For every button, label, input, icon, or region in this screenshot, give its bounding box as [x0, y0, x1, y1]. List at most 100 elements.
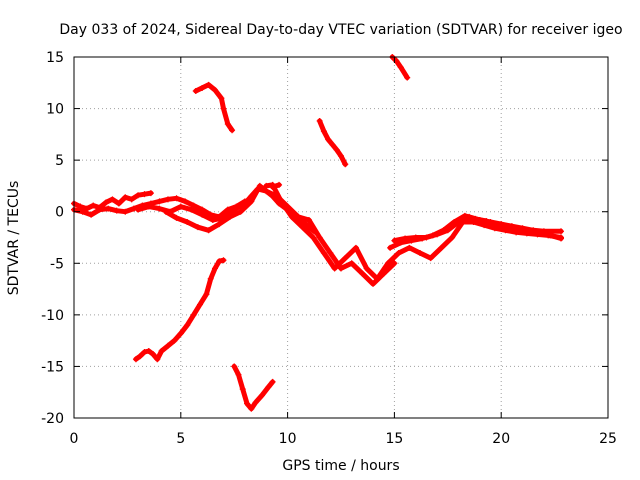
- data-point: [248, 198, 255, 205]
- data-point: [205, 227, 212, 234]
- data-point: [525, 228, 532, 235]
- data-point: [417, 249, 424, 256]
- data-point: [177, 203, 184, 210]
- data-point: [449, 234, 456, 241]
- data-point: [461, 212, 468, 219]
- y-tick-label: -20: [41, 411, 64, 427]
- data-point: [88, 211, 95, 218]
- x-axis-label: GPS time / hours: [282, 458, 399, 474]
- data-point: [145, 203, 152, 210]
- x-tick-label: 15: [385, 431, 403, 447]
- series-arc-stray: [269, 181, 283, 190]
- data-point: [320, 128, 327, 135]
- data-point: [199, 206, 206, 213]
- data-point: [113, 207, 120, 214]
- y-tick-label: 15: [46, 50, 64, 66]
- data-point: [342, 255, 349, 262]
- data-point: [192, 88, 199, 95]
- data-point: [325, 136, 332, 143]
- data-point: [194, 224, 201, 231]
- x-tick-label: 20: [492, 431, 510, 447]
- data-point: [154, 356, 161, 363]
- data-point: [130, 205, 137, 212]
- data-point: [199, 84, 206, 91]
- data-point: [137, 353, 144, 360]
- y-tick-label: 5: [55, 153, 64, 169]
- y-tick-label: 0: [55, 205, 64, 221]
- data-point: [438, 244, 445, 251]
- data-point: [173, 195, 180, 202]
- data-point: [90, 202, 97, 209]
- data-point: [406, 244, 413, 251]
- data-point: [190, 202, 197, 209]
- data-point: [429, 232, 436, 239]
- data-point: [258, 392, 265, 399]
- plot-frame: [73, 56, 609, 419]
- data-point: [105, 205, 112, 212]
- data-point: [197, 301, 204, 308]
- data-point: [173, 214, 180, 221]
- data-point: [231, 363, 238, 370]
- data-point: [329, 141, 336, 148]
- data-point: [408, 237, 415, 244]
- data-point: [145, 347, 152, 354]
- data-point: [220, 105, 227, 112]
- data-point: [278, 198, 285, 205]
- data-point: [359, 270, 366, 277]
- data-point: [239, 386, 246, 393]
- series-arc-falling-high: [192, 81, 236, 134]
- data-point: [333, 146, 340, 153]
- data-point: [263, 182, 270, 189]
- data-point: [558, 235, 565, 242]
- data-point: [158, 347, 165, 354]
- series-arc-rising-negative: [132, 257, 227, 363]
- data-point: [338, 153, 344, 160]
- chart-title: Day 033 of 2024, Sidereal Day-to-day VTE…: [59, 22, 622, 38]
- data-point: [128, 196, 135, 203]
- data-point: [419, 235, 426, 242]
- data-point: [164, 342, 171, 349]
- data-point: [156, 205, 163, 212]
- data-point: [211, 87, 218, 94]
- data-point: [384, 260, 391, 267]
- data-point: [276, 181, 283, 188]
- data-point: [216, 221, 223, 228]
- data-point: [515, 226, 522, 233]
- data-point: [135, 206, 142, 213]
- data-point: [220, 257, 227, 264]
- data-point: [235, 371, 242, 378]
- data-point: [331, 265, 338, 272]
- data-point: [395, 249, 402, 256]
- data-point: [263, 188, 270, 195]
- data-point: [370, 280, 377, 287]
- data-point: [404, 74, 411, 81]
- data-point: [363, 265, 370, 272]
- data-point: [327, 249, 334, 256]
- data-point: [209, 216, 216, 223]
- data-point: [397, 64, 404, 71]
- data-point: [299, 224, 306, 231]
- data-point: [244, 400, 251, 407]
- data-point: [397, 239, 404, 246]
- data-point: [288, 213, 295, 220]
- data-point: [132, 356, 139, 363]
- data-point: [156, 198, 163, 205]
- data-point: [224, 121, 231, 128]
- data-point: [231, 206, 238, 213]
- data-point: [558, 228, 565, 235]
- data-point: [374, 275, 381, 282]
- x-tick-label: 0: [70, 431, 79, 447]
- data-point: [122, 194, 129, 201]
- data-point: [211, 265, 218, 272]
- data-point: [269, 378, 276, 385]
- series-arc-low-right: [231, 363, 276, 412]
- data-point: [218, 95, 225, 102]
- data-point: [252, 399, 259, 406]
- y-tick-label: 10: [46, 102, 64, 118]
- data-point: [316, 234, 323, 241]
- data-point: [316, 117, 323, 124]
- data-point: [342, 161, 349, 168]
- data-point: [115, 200, 122, 207]
- data-point: [226, 213, 233, 220]
